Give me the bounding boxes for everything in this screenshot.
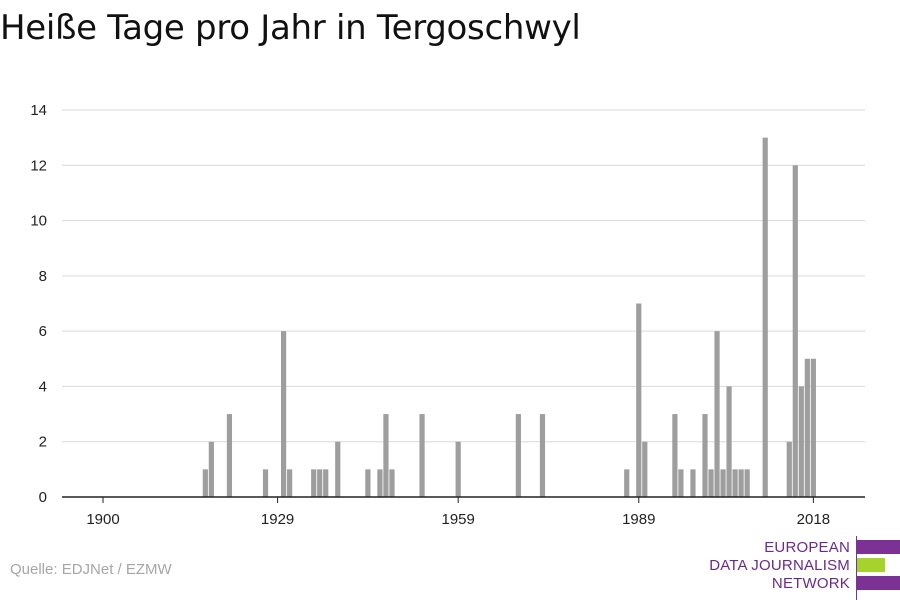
bar-1927 [262,469,269,497]
bar-2002 [714,331,720,497]
bar-1996 [678,469,684,497]
bar-1987 [624,469,630,497]
bar-1936 [317,469,323,497]
bar-1948 [389,469,395,497]
logo-band-purple-top [857,540,900,554]
logo-line-european: EUROPEAN [764,539,850,556]
bar-1959 [455,441,461,497]
bar-1935 [311,469,317,497]
bar-1939 [335,441,341,497]
bar-2004 [726,386,732,497]
logo-line-data-journalism: DATA JOURNALISM [709,557,850,574]
x-tick-label-1900: 1900 [86,511,119,528]
x-tick-label-1989: 1989 [622,511,655,528]
bar-2017 [804,358,810,497]
chart-title: Heiße Tage pro Jahr in Tergoschwyl [0,8,581,48]
bar-2015 [792,165,798,498]
edjnet-logo: EUROPEAN DATA JOURNALISM NETWORK [700,536,900,600]
logo-band-green [857,558,885,572]
bar-2014 [786,441,792,497]
y-tick-label-12: 12 [30,157,47,174]
y-tick-label-2: 2 [39,434,47,451]
bar-1918 [208,441,214,497]
bar-1995 [672,414,678,497]
bar-2001 [708,469,714,497]
bar-2018 [810,358,816,497]
bar-1998 [690,469,696,497]
bar-2016 [798,386,804,497]
gridlines [62,109,865,443]
bar-2006 [738,469,744,497]
bar-2005 [732,469,738,497]
bar-1930 [281,331,287,497]
bar-2003 [720,469,726,497]
bar-1990 [642,441,648,497]
bar-1973 [539,414,546,497]
logo-divider [856,536,857,600]
bar-1937 [323,469,329,497]
y-tick-label-0: 0 [39,489,47,506]
x-tick-label-2018: 2018 [797,511,830,528]
bar-1921 [226,414,233,497]
logo-band-purple-bottom [857,576,900,590]
y-tick-label-8: 8 [39,268,47,285]
y-tick-label-10: 10 [30,213,47,230]
bar-1917 [202,469,208,497]
bar-1953 [419,414,425,497]
bar-1947 [383,414,389,497]
logo-line-network: NETWORK [771,575,850,592]
bar-1969 [515,414,521,497]
bar-2007 [744,469,750,497]
bar-1944 [365,469,371,497]
x-tick-label-1959: 1959 [441,511,474,528]
y-tick-label-14: 14 [30,102,47,119]
bar-1931 [287,469,293,497]
bar-1946 [377,469,383,497]
bar-2000 [702,414,708,497]
bar-1989 [636,303,642,497]
source-note: Quelle: EDJNet / EZMW [10,561,172,578]
y-tick-label-6: 6 [39,323,47,340]
y-tick-label-4: 4 [39,378,47,395]
y-tick-labels: 0 2 4 6 8 10 12 14 [30,102,47,506]
bar-2010 [762,137,768,497]
bars [202,137,816,498]
x-tick-labels: 1900 1929 1959 1989 2018 [86,511,830,528]
axes [62,496,865,503]
x-tick-label-1929: 1929 [261,511,294,528]
